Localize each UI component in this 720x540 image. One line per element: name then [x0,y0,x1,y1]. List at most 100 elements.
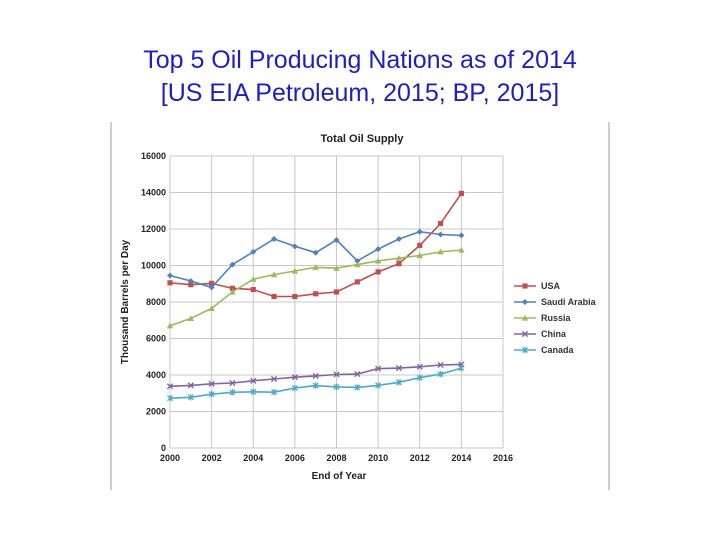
y-tick-label: 10000 [141,261,166,271]
data-point [208,305,215,311]
slide-title: Top 5 Oil Producing Nations as of 2014 [… [0,44,720,110]
data-point [208,380,215,387]
data-point [437,220,444,227]
oil-supply-chart: Total Oil Supply 02000400060008000100001… [120,133,597,482]
data-point [354,384,361,391]
x-tick-label: 2014 [451,453,471,463]
x-tick-label: 2006 [285,453,305,463]
data-point [166,383,174,390]
data-point [167,280,173,286]
data-point [375,269,381,275]
slide-title-line2: [US EIA Petroleum, 2015; BP, 2015] [160,79,560,107]
data-point [437,370,444,378]
data-point [522,299,528,305]
data-point [417,242,423,249]
data-point [187,315,195,322]
data-point [416,374,423,381]
x-tick-label: 2008 [326,453,346,463]
data-point [271,236,278,243]
data-point [187,278,194,285]
data-point [291,384,298,392]
data-point [312,264,319,270]
x-axis-title: End of Year [312,471,367,482]
series-saudi-arabia [167,228,465,291]
data-point [229,288,236,295]
data-point [312,372,319,380]
data-point [396,261,402,267]
data-point [312,382,319,389]
slide-title-line1: Top 5 Oil Producing Nations as of 2014 [143,46,577,74]
y-tick-label: 14000 [141,188,166,198]
data-point [375,365,382,372]
y-tick-label: 6000 [146,334,166,344]
y-axis-ticks: 0 2000 4000 6000 8000 10000 12000 14000 16000 [141,151,166,453]
data-point [271,388,278,396]
y-tick-label: 12000 [141,224,166,234]
data-point [333,383,340,391]
data-point [458,246,465,253]
data-point [395,364,403,372]
data-point [250,388,257,395]
data-point [291,243,298,250]
data-point [271,293,277,300]
data-point [375,382,382,389]
y-axis-title: Thousand Barrels per Day [120,239,131,364]
y-tick-label: 16000 [141,151,166,161]
data-point [333,265,340,271]
data-point [270,375,278,383]
x-tick-label: 2016 [493,453,513,463]
data-point [166,322,174,329]
y-tick-label: 0 [161,443,166,453]
data-point [312,249,319,256]
data-point [374,257,382,264]
x-tick-label: 2010 [368,453,388,463]
data-point [250,275,257,282]
data-point [354,261,361,268]
chart-title: Total Oil Supply [321,133,405,145]
legend-label: USA [541,281,561,291]
data-point [187,382,194,389]
x-tick-label: 2004 [243,453,263,463]
data-point [458,364,465,372]
data-point [333,289,340,295]
chart-series [166,190,465,402]
data-point [521,314,529,321]
chart-frame: Total Oil Supply 0 2000 4000 6000 8000 10000 1… [110,122,610,490]
data-point [333,371,340,378]
data-point [437,361,444,369]
data-point [458,190,464,197]
data-point [521,346,529,354]
data-point [354,257,361,264]
data-point [416,363,423,370]
data-point [270,271,278,278]
data-point [229,389,236,396]
data-point [522,283,528,289]
data-point [395,255,403,261]
x-tick-label: 2000 [160,453,180,463]
data-point [229,285,236,291]
data-point [416,228,423,235]
data-point [354,370,361,378]
y-tick-label: 4000 [146,370,166,380]
data-point [208,390,215,398]
y-tick-label: 2000 [146,407,166,417]
data-point [229,261,236,268]
data-point [292,293,298,300]
data-point [291,267,299,274]
data-point [250,377,257,384]
legend-label: Canada [541,345,575,355]
x-tick-label: 2012 [410,453,430,463]
series-usa [167,190,464,300]
data-point [458,232,465,239]
x-axis-ticks: 2000 2002 2004 2006 2008 2010 2012 2014 2016 [160,453,513,463]
series-canada [166,364,465,402]
data-point [208,284,215,291]
data-point [313,291,319,297]
legend-label: China [541,329,567,339]
data-point [209,280,215,286]
data-point [250,286,256,293]
data-point [291,374,298,381]
data-point [395,379,402,386]
chart-legend: USA Saudi Arabia Russia China Canada [514,281,597,355]
x-tick-label: 2002 [202,453,222,463]
